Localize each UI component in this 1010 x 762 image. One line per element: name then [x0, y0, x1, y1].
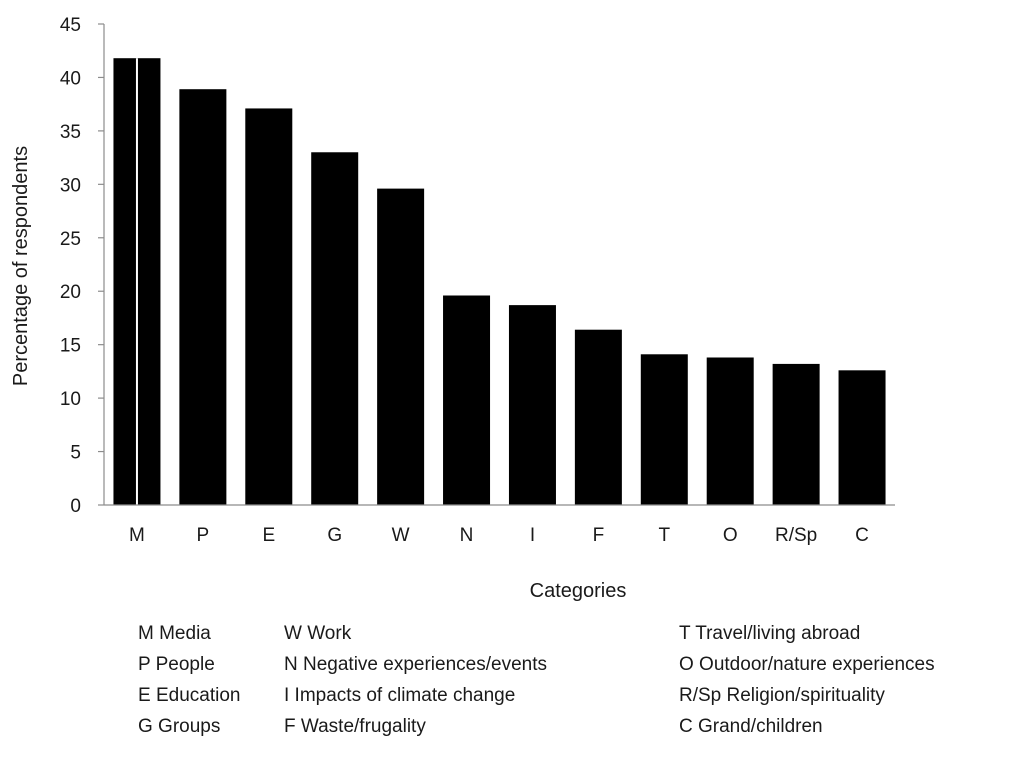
y-tick-label: 5 — [70, 443, 81, 464]
bar-t — [640, 354, 688, 505]
y-tick-label: 10 — [60, 389, 81, 410]
category-key: M Media W Work T Travel/living abroad P … — [138, 623, 1008, 747]
y-tick-label: 40 — [60, 68, 81, 89]
y-tick-label: 30 — [60, 175, 81, 196]
y-tick-label: 0 — [70, 496, 81, 517]
x-tick-label: C — [855, 525, 869, 546]
bar-chart: 0 5 10 15 20 25 30 35 40 45 M P E G W N I F T O R/Sp C Categ… — [10, 15, 895, 602]
y-axis-title: Percentage of respondents — [10, 146, 32, 386]
key-item: E Education — [138, 685, 241, 706]
bar-g — [311, 152, 359, 505]
x-axis: M P E G W N I F T O R/Sp C — [104, 504, 895, 546]
key-item: W Work — [284, 623, 352, 644]
bar-i — [508, 305, 556, 505]
x-tick-label: G — [327, 525, 342, 546]
y-tick-label: 20 — [60, 282, 81, 303]
bar-f — [574, 329, 622, 505]
key-item: P People — [138, 654, 215, 675]
y-axis: 0 5 10 15 20 25 30 35 40 45 — [60, 15, 105, 517]
key-row: E Education I Impacts of climate change … — [138, 685, 1008, 716]
x-tick-label: F — [593, 525, 605, 546]
key-item: T Travel/living abroad — [679, 623, 861, 644]
x-tick-label: T — [658, 525, 670, 546]
key-row: P People N Negative experiences/events O… — [138, 654, 1008, 685]
bar-w — [377, 188, 425, 505]
key-item: R/Sp Religion/spirituality — [679, 685, 885, 706]
bars — [113, 58, 886, 506]
x-tick-label: N — [460, 525, 474, 546]
x-tick-label: P — [197, 525, 210, 546]
y-tick-label: 15 — [60, 336, 81, 357]
y-tick-label: 45 — [60, 15, 81, 36]
y-tick-label: 35 — [60, 122, 81, 143]
key-item: I Impacts of climate change — [284, 685, 516, 706]
bar-o — [706, 357, 754, 505]
key-item: G Groups — [138, 716, 221, 737]
key-item: O Outdoor/nature experiences — [679, 654, 935, 675]
key-row: M Media W Work T Travel/living abroad — [138, 623, 1008, 654]
bar-c — [838, 370, 886, 505]
key-item: F Waste/frugality — [284, 716, 426, 737]
bar-n — [443, 295, 491, 505]
key-item: C Grand/children — [679, 716, 823, 737]
key-item: N Negative experiences/events — [284, 654, 547, 675]
x-tick-label: M — [129, 525, 145, 546]
x-tick-label: W — [392, 525, 410, 546]
bar-r-sp — [772, 363, 820, 505]
x-tick-label: I — [530, 525, 535, 546]
x-tick-label: R/Sp — [775, 525, 817, 546]
bar-p — [179, 89, 227, 506]
x-tick-label: E — [262, 525, 275, 546]
x-axis-title: Categories — [530, 580, 627, 602]
bar-e — [245, 108, 293, 505]
y-tick-label: 25 — [60, 229, 81, 250]
key-item: M Media — [138, 623, 211, 644]
x-tick-label: O — [723, 525, 738, 546]
key-row: G Groups F Waste/frugality C Grand/child… — [138, 716, 1008, 747]
